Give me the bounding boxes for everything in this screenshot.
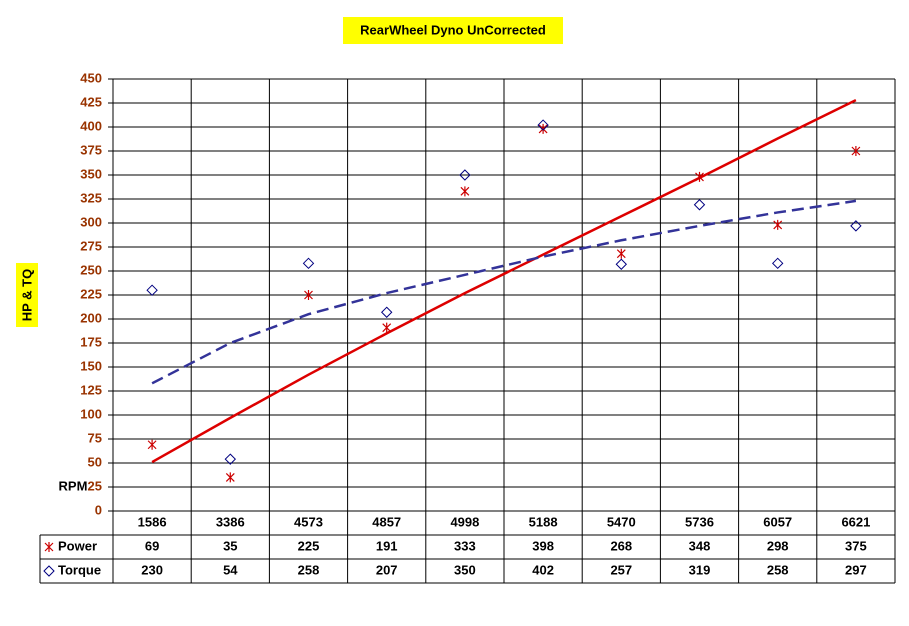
point	[225, 472, 235, 483]
x-tick-label: 1586	[138, 514, 167, 529]
point	[460, 186, 470, 197]
table-value: 398	[532, 538, 554, 553]
x-tick-label: 4998	[450, 514, 479, 529]
y-tick-label: 200	[80, 310, 102, 325]
title-box	[343, 17, 563, 44]
point	[615, 258, 628, 270]
legend-marker	[44, 542, 54, 552]
y-tick-label: 75	[88, 430, 102, 445]
y-tick-label: 175	[80, 334, 102, 349]
point	[693, 199, 706, 211]
trendline	[151, 98, 857, 464]
point	[850, 220, 862, 232]
point	[773, 219, 783, 230]
table-value: 350	[454, 562, 476, 577]
table-value: 258	[298, 562, 320, 577]
table-value: 69	[145, 538, 159, 553]
y-tick-label: 125	[80, 382, 102, 397]
y-tick-label: 50	[88, 454, 102, 469]
point	[382, 322, 392, 333]
y-tick-label: 100	[80, 406, 102, 421]
table-value: 207	[376, 562, 398, 577]
table-value: 348	[689, 538, 711, 553]
x-tick-label: 3386	[216, 514, 245, 529]
table-value: 333	[454, 538, 476, 553]
table-value: 230	[141, 562, 163, 577]
x-tick-label: 5470	[607, 514, 636, 529]
legend-marker	[43, 565, 55, 577]
x-tick-label: 5736	[685, 514, 714, 529]
x-tick-label: 4573	[294, 514, 323, 529]
y-tick-label: 275	[80, 238, 102, 253]
table-value: 257	[610, 562, 632, 577]
y-tick-label: 150	[80, 358, 102, 373]
x-axis-label: RPM	[59, 478, 88, 493]
y-label-group: HP & TQ	[16, 263, 38, 327]
y-tick-label: 0	[95, 502, 102, 517]
point	[224, 453, 237, 465]
point	[459, 169, 471, 181]
y-tick-label: 250	[80, 262, 102, 277]
point	[851, 146, 861, 156]
table-value: 375	[845, 538, 867, 553]
table-value: 297	[845, 562, 867, 577]
table-value: 258	[767, 562, 789, 577]
y-tick-label: 300	[80, 214, 102, 229]
point	[538, 123, 548, 134]
table-value: 402	[532, 562, 554, 577]
table-value: 225	[298, 538, 320, 553]
y-label-box	[16, 263, 38, 327]
x-tick-label: 5188	[529, 514, 558, 529]
table-value: 191	[376, 538, 398, 553]
legend-label: Power	[58, 538, 97, 553]
y-tick-label: 450	[80, 70, 102, 85]
point	[771, 257, 784, 270]
table-value: 35	[223, 538, 237, 553]
trendline	[151, 199, 857, 385]
legend-label: Torque	[58, 562, 101, 577]
table-value: 268	[610, 538, 632, 553]
y-tick-label: 325	[80, 190, 102, 205]
y-axis-label: HP & TQ	[19, 269, 34, 322]
point	[616, 248, 626, 259]
point	[147, 439, 157, 450]
table-value: 319	[689, 562, 711, 577]
table-value: 298	[767, 538, 789, 553]
y-tick-label: 25	[88, 478, 102, 493]
x-tick-label: 4857	[372, 514, 401, 529]
point	[304, 290, 313, 300]
chart-title: RearWheel Dyno UnCorrected	[360, 22, 546, 37]
y-tick-label: 425	[80, 94, 102, 109]
table-value: 54	[223, 562, 238, 577]
x-tick-label: 6057	[763, 514, 792, 529]
point	[695, 171, 704, 182]
point	[146, 284, 158, 296]
x-tick-label: 6621	[841, 514, 870, 529]
y-tick-label: 400	[80, 118, 102, 133]
point	[537, 119, 549, 131]
y-tick-label: 225	[80, 286, 102, 301]
point	[380, 306, 393, 318]
point	[302, 257, 315, 270]
y-tick-label: 350	[80, 166, 102, 181]
y-tick-label: 375	[80, 142, 102, 157]
